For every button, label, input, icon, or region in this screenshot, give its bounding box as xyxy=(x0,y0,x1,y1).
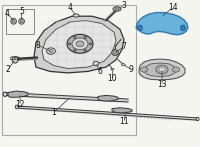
Circle shape xyxy=(73,49,76,51)
Ellipse shape xyxy=(112,50,118,55)
Text: 1: 1 xyxy=(52,108,56,117)
Circle shape xyxy=(89,43,92,45)
Polygon shape xyxy=(42,21,116,69)
Text: 5: 5 xyxy=(19,7,24,16)
Circle shape xyxy=(172,67,180,72)
Ellipse shape xyxy=(11,18,16,24)
Circle shape xyxy=(159,67,165,72)
Ellipse shape xyxy=(12,20,15,23)
Text: 12: 12 xyxy=(15,100,25,109)
Circle shape xyxy=(156,65,168,74)
Ellipse shape xyxy=(19,18,24,24)
Text: 4: 4 xyxy=(68,3,72,12)
Circle shape xyxy=(49,50,53,52)
Ellipse shape xyxy=(93,61,99,66)
Ellipse shape xyxy=(182,26,184,29)
Circle shape xyxy=(67,34,93,53)
Text: 14: 14 xyxy=(168,3,178,12)
Polygon shape xyxy=(139,59,185,80)
Circle shape xyxy=(84,49,87,51)
Circle shape xyxy=(72,38,88,50)
Ellipse shape xyxy=(73,14,79,17)
Ellipse shape xyxy=(113,7,121,11)
Text: 7: 7 xyxy=(122,42,126,51)
Text: 3: 3 xyxy=(122,1,126,10)
Ellipse shape xyxy=(139,26,141,29)
Ellipse shape xyxy=(12,57,18,63)
Ellipse shape xyxy=(196,117,199,121)
Polygon shape xyxy=(136,13,188,35)
Text: 4: 4 xyxy=(5,9,9,18)
Ellipse shape xyxy=(113,51,117,54)
Ellipse shape xyxy=(138,25,142,31)
Polygon shape xyxy=(8,91,28,97)
Ellipse shape xyxy=(122,64,125,66)
Polygon shape xyxy=(34,16,124,73)
Circle shape xyxy=(73,36,76,38)
Text: 6: 6 xyxy=(98,67,102,76)
Polygon shape xyxy=(144,63,176,77)
Circle shape xyxy=(140,67,148,72)
Text: 11: 11 xyxy=(119,117,129,126)
Polygon shape xyxy=(98,95,118,101)
Ellipse shape xyxy=(115,8,119,10)
Polygon shape xyxy=(112,108,132,113)
Ellipse shape xyxy=(180,25,186,31)
Text: 2: 2 xyxy=(6,65,10,74)
Text: 9: 9 xyxy=(129,65,133,74)
Ellipse shape xyxy=(3,92,7,96)
Circle shape xyxy=(76,41,84,47)
Ellipse shape xyxy=(20,20,23,23)
Ellipse shape xyxy=(15,105,19,109)
Text: 13: 13 xyxy=(157,80,167,89)
Circle shape xyxy=(84,36,87,38)
Text: 10: 10 xyxy=(108,74,117,83)
Text: 8: 8 xyxy=(36,41,40,50)
Circle shape xyxy=(47,48,55,54)
Ellipse shape xyxy=(111,68,114,70)
Circle shape xyxy=(68,43,71,45)
